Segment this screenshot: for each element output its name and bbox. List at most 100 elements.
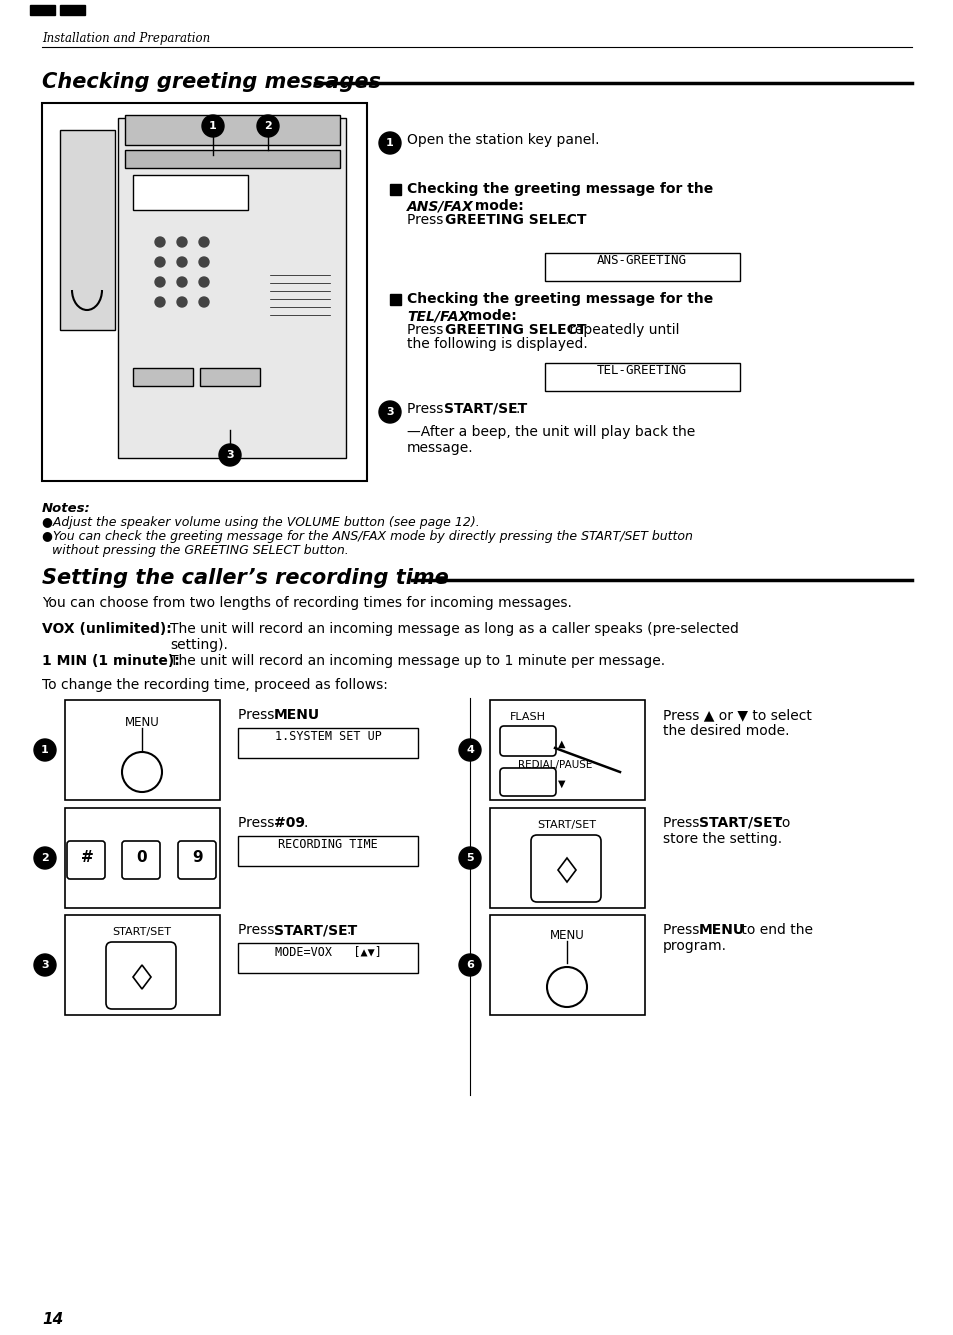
Text: 1: 1 xyxy=(209,121,216,131)
Text: Setting the caller’s recording time: Setting the caller’s recording time xyxy=(42,567,448,587)
Text: ANS-GREETING: ANS-GREETING xyxy=(597,255,686,267)
Text: Notes:: Notes: xyxy=(42,502,91,515)
Text: ▲: ▲ xyxy=(558,740,565,749)
Text: RECORDING TIME: RECORDING TIME xyxy=(278,838,377,852)
Bar xyxy=(65,808,220,908)
Text: Checking the greeting message for the: Checking the greeting message for the xyxy=(407,182,713,196)
Text: MENU: MENU xyxy=(274,708,320,722)
Text: ANS/FAX: ANS/FAX xyxy=(407,199,474,214)
Circle shape xyxy=(199,258,209,267)
FancyBboxPatch shape xyxy=(67,841,105,878)
Text: START/SET: START/SET xyxy=(112,926,172,937)
Text: to end the: to end the xyxy=(737,922,812,937)
Text: VOX (unlimited):: VOX (unlimited): xyxy=(42,622,172,635)
Polygon shape xyxy=(132,965,151,989)
Text: 14: 14 xyxy=(42,1312,63,1327)
Text: 3: 3 xyxy=(386,407,394,417)
Text: Press: Press xyxy=(237,922,278,937)
Circle shape xyxy=(177,258,187,267)
Text: mode:: mode: xyxy=(462,308,517,323)
Circle shape xyxy=(154,296,165,307)
FancyBboxPatch shape xyxy=(122,841,160,878)
Circle shape xyxy=(177,296,187,307)
FancyBboxPatch shape xyxy=(106,943,175,1009)
Bar xyxy=(60,5,85,15)
Text: Installation and Preparation: Installation and Preparation xyxy=(42,32,210,45)
Polygon shape xyxy=(558,858,576,882)
Text: .: . xyxy=(312,708,316,722)
Text: The unit will record an incoming message up to 1 minute per message.: The unit will record an incoming message… xyxy=(170,654,664,668)
Text: to: to xyxy=(771,816,789,830)
Circle shape xyxy=(546,967,586,1007)
Circle shape xyxy=(378,400,400,423)
Text: 3: 3 xyxy=(41,960,49,971)
Text: 2: 2 xyxy=(41,853,49,862)
Text: Press: Press xyxy=(407,402,447,417)
Text: REDIAL/PAUSE: REDIAL/PAUSE xyxy=(517,760,592,770)
Bar xyxy=(118,117,346,458)
Circle shape xyxy=(458,955,480,976)
Text: Press: Press xyxy=(407,214,447,227)
Bar xyxy=(390,184,400,195)
Bar xyxy=(65,700,220,800)
Circle shape xyxy=(154,276,165,287)
Text: 1.SYSTEM SET UP: 1.SYSTEM SET UP xyxy=(274,730,381,744)
Text: program.: program. xyxy=(662,939,726,953)
Text: the following is displayed.: the following is displayed. xyxy=(407,336,587,351)
Bar xyxy=(60,129,115,330)
Bar xyxy=(544,254,740,280)
Text: 2: 2 xyxy=(264,121,272,131)
Text: Press ▲ or ▼ to select: Press ▲ or ▼ to select xyxy=(662,708,811,722)
Text: You can choose from two lengths of recording times for incoming messages.: You can choose from two lengths of recor… xyxy=(42,595,571,610)
Text: MENU: MENU xyxy=(549,929,584,943)
Text: MODE=VOX   [▲▼]: MODE=VOX [▲▼] xyxy=(274,945,381,959)
Circle shape xyxy=(34,740,56,761)
Circle shape xyxy=(219,445,241,466)
Text: 3: 3 xyxy=(226,450,233,461)
Text: 0: 0 xyxy=(136,850,147,865)
Circle shape xyxy=(378,132,400,154)
Text: without pressing the GREETING SELECT button.: without pressing the GREETING SELECT but… xyxy=(52,543,349,557)
Text: Checking the greeting message for the: Checking the greeting message for the xyxy=(407,292,713,306)
Text: Press: Press xyxy=(662,922,703,937)
Text: GREETING SELECT: GREETING SELECT xyxy=(444,214,586,227)
FancyBboxPatch shape xyxy=(178,841,215,878)
Circle shape xyxy=(199,296,209,307)
Text: MENU: MENU xyxy=(125,716,159,729)
Text: TEL/FAX: TEL/FAX xyxy=(407,308,469,323)
Text: 5: 5 xyxy=(466,853,474,862)
Text: store the setting.: store the setting. xyxy=(662,832,781,846)
Circle shape xyxy=(199,276,209,287)
Text: Press: Press xyxy=(407,323,447,336)
Text: START/SET: START/SET xyxy=(274,922,356,937)
Circle shape xyxy=(458,740,480,761)
Text: setting).: setting). xyxy=(170,638,228,651)
Text: TEL-GREETING: TEL-GREETING xyxy=(597,364,686,378)
Text: .: . xyxy=(304,816,308,830)
Bar xyxy=(42,103,367,481)
Text: Press: Press xyxy=(237,708,278,722)
Text: #09: #09 xyxy=(274,816,305,830)
Text: START/SET: START/SET xyxy=(537,820,596,830)
Text: 1 MIN (1 minute):: 1 MIN (1 minute): xyxy=(42,654,179,668)
Bar xyxy=(237,943,417,973)
Text: 9: 9 xyxy=(193,850,203,865)
Bar xyxy=(125,150,339,168)
Text: To change the recording time, proceed as follows:: To change the recording time, proceed as… xyxy=(42,678,388,692)
Text: 4: 4 xyxy=(466,745,474,756)
Text: message.: message. xyxy=(407,441,473,455)
FancyBboxPatch shape xyxy=(531,834,600,902)
Circle shape xyxy=(202,115,224,138)
Bar xyxy=(132,175,248,210)
Bar xyxy=(125,115,339,146)
Text: Press: Press xyxy=(237,816,278,830)
Circle shape xyxy=(34,846,56,869)
Circle shape xyxy=(177,238,187,247)
Text: 1: 1 xyxy=(386,138,394,148)
Text: #: # xyxy=(81,850,93,865)
Text: START/SET: START/SET xyxy=(699,816,781,830)
Text: FLASH: FLASH xyxy=(510,712,545,722)
Text: START/SET: START/SET xyxy=(443,402,527,417)
Text: the desired mode.: the desired mode. xyxy=(662,724,789,738)
Text: Open the station key panel.: Open the station key panel. xyxy=(407,134,598,147)
